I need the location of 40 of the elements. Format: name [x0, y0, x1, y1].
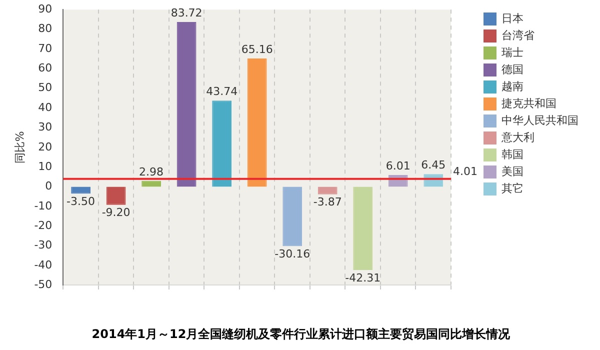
y-tick-label: 80	[38, 22, 52, 36]
y-tick-label: -10	[34, 199, 52, 212]
y-tick-label: 60	[38, 62, 52, 75]
data-label: -30.16	[274, 248, 310, 261]
ref-line-label: 4.01	[453, 165, 478, 178]
y-tick-label: 90	[38, 2, 52, 16]
y-tick-label: -50	[34, 278, 52, 292]
y-tick-label: 20	[38, 140, 52, 154]
legend-label: 中华人民共和国	[502, 114, 578, 127]
y-tick-label: -30	[34, 238, 52, 252]
data-label: -42.31	[345, 271, 381, 284]
data-label: 65.16	[241, 42, 273, 56]
legend-label: 意大利	[500, 130, 534, 144]
y-tick-label: 10	[38, 160, 52, 173]
legend-label: 越南	[502, 80, 524, 93]
y-axis-title: 同比%	[13, 131, 26, 164]
y-tick-label: 40	[38, 100, 52, 114]
data-label: -9.20	[102, 206, 130, 220]
text: 2014年1月～12月全国缝纫机及零件行业累计进口额主要贸易国同比增长情况	[92, 326, 512, 341]
data-label: 83.72	[170, 6, 202, 20]
data-label: -3.50	[66, 195, 96, 208]
legend-label: 瑞士	[502, 46, 524, 59]
y-tick-label: 70	[38, 42, 52, 55]
legend-label: 其它	[502, 182, 524, 195]
legend-label: 日本	[502, 12, 524, 25]
data-label: -3.87	[313, 196, 342, 209]
y-tick-label: -40	[34, 258, 52, 272]
y-tick-label: 30	[38, 120, 52, 134]
y-tick-label: 50	[38, 81, 52, 94]
y-tick-label: -20	[34, 219, 52, 232]
data-label: 6.01	[386, 159, 410, 172]
data-label: 43.74	[206, 85, 238, 98]
data-label: 2.98	[139, 165, 164, 178]
legend-label: 美国	[502, 164, 524, 178]
y-tick-label: 0	[45, 180, 52, 193]
data-label: 6.45	[421, 158, 446, 172]
legend-label: 台湾省	[502, 28, 534, 42]
legend-label: 捷克共和国	[502, 96, 556, 110]
legend-label: 德国	[502, 62, 524, 76]
legend-label: 韩国	[502, 148, 524, 161]
